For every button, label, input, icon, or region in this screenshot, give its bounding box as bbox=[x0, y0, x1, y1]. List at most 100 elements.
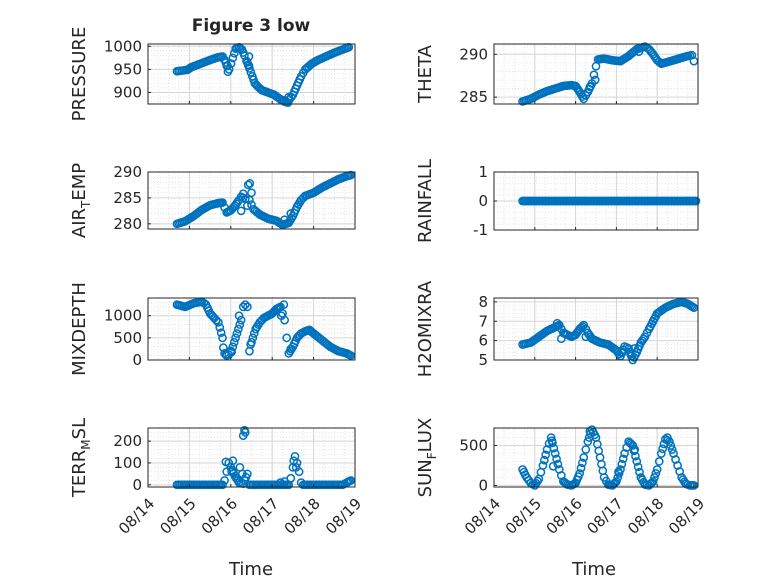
data-point bbox=[235, 320, 245, 329]
data-point bbox=[246, 340, 256, 349]
data-point bbox=[648, 477, 658, 486]
plot-area bbox=[148, 428, 355, 487]
data-point bbox=[658, 444, 667, 454]
x-axis-label-left: Time bbox=[228, 559, 273, 580]
data-point bbox=[547, 436, 557, 446]
data-point bbox=[280, 215, 289, 225]
data-point bbox=[218, 480, 227, 490]
data-point bbox=[624, 344, 633, 353]
data-point bbox=[282, 333, 292, 343]
data-point bbox=[240, 51, 249, 60]
data-point bbox=[243, 469, 252, 479]
data-point bbox=[223, 67, 233, 77]
y-tick-label: 0 bbox=[132, 351, 142, 369]
subplot-2: 285 290 THETA bbox=[415, 42, 699, 106]
data-point bbox=[238, 193, 248, 203]
subplot-4: -1 0 1 RAINFALL bbox=[415, 159, 701, 243]
y-tick-label: 5 bbox=[478, 351, 488, 369]
y-axis-label: PRESSURE bbox=[69, 27, 90, 122]
y-axis-label: AIRTEMP bbox=[69, 163, 93, 238]
data-point bbox=[218, 198, 227, 207]
data-point bbox=[633, 462, 643, 472]
data-point bbox=[243, 302, 252, 312]
data-point bbox=[625, 438, 635, 448]
data-point bbox=[552, 318, 562, 328]
y-tick-label: 7 bbox=[478, 312, 488, 330]
data-point bbox=[618, 347, 627, 357]
data-point bbox=[585, 82, 595, 92]
data-point bbox=[618, 454, 628, 464]
y-tick-label: 285 bbox=[459, 88, 488, 106]
data-point bbox=[286, 344, 296, 354]
data-point bbox=[243, 180, 253, 190]
y-label-part: EMP bbox=[69, 163, 90, 201]
y-tick-label: 500 bbox=[113, 329, 142, 347]
y-axis-label: SUNFLUX bbox=[415, 418, 439, 498]
y-tick-label: 8 bbox=[478, 293, 488, 311]
y-axis-label: H2OMIXRA bbox=[415, 280, 436, 377]
data-point bbox=[609, 479, 619, 489]
data-point bbox=[663, 433, 672, 442]
y-tick-label: 0 bbox=[132, 476, 142, 494]
data-point bbox=[346, 351, 356, 360]
data-point bbox=[226, 59, 236, 68]
y-tick-label: 290 bbox=[459, 45, 488, 63]
data-point bbox=[576, 463, 586, 473]
data-point bbox=[538, 461, 548, 470]
y-label-subscript: M bbox=[79, 439, 93, 449]
data-point bbox=[651, 469, 661, 478]
data-point bbox=[691, 196, 701, 206]
y-label-subscript: T bbox=[79, 200, 93, 209]
y-label-part: LUX bbox=[415, 418, 436, 453]
subplot-5: 0 500 1000 MIXDEPTH bbox=[69, 282, 356, 376]
data-point bbox=[244, 52, 254, 61]
data-point bbox=[222, 61, 232, 71]
y-tick-label: 500 bbox=[459, 437, 488, 455]
data-point bbox=[234, 324, 243, 334]
data-point bbox=[238, 189, 248, 199]
data-point bbox=[656, 449, 666, 458]
axes-box bbox=[493, 43, 699, 105]
y-tick-label: 6 bbox=[478, 332, 488, 350]
data-point bbox=[279, 300, 289, 309]
data-point bbox=[227, 467, 236, 477]
data-point bbox=[579, 453, 589, 462]
data-point bbox=[220, 476, 229, 485]
data-point bbox=[630, 344, 640, 353]
data-point bbox=[232, 329, 242, 338]
data-point bbox=[240, 425, 249, 435]
y-label-part: TERR bbox=[69, 450, 90, 498]
data-point bbox=[548, 461, 558, 471]
data-point bbox=[218, 333, 227, 343]
subplot-6: 56 78 H2OMIXRA bbox=[415, 280, 699, 377]
y-label-part: SL bbox=[69, 418, 90, 439]
data-point bbox=[616, 465, 625, 474]
data-point bbox=[578, 458, 587, 468]
data-point bbox=[236, 206, 246, 216]
data-point bbox=[626, 349, 636, 359]
data-point bbox=[234, 311, 244, 321]
data-point bbox=[617, 459, 627, 469]
data-point bbox=[590, 75, 600, 85]
data-point bbox=[666, 441, 676, 450]
y-tick-label: 0 bbox=[478, 192, 488, 210]
y-axis-label: RAINFALL bbox=[415, 159, 436, 243]
y-axis-label: TERRMSL bbox=[69, 418, 93, 498]
x-axis-label-right: Time bbox=[571, 559, 616, 580]
axes-box bbox=[493, 427, 699, 488]
data-point bbox=[238, 302, 248, 312]
axes-box bbox=[147, 171, 356, 230]
data-point bbox=[552, 454, 561, 464]
data-point bbox=[236, 315, 246, 325]
data-point bbox=[589, 70, 599, 80]
data-point bbox=[243, 201, 252, 211]
data-point bbox=[240, 300, 250, 309]
y-axis-label: MIXDEPTH bbox=[69, 282, 90, 376]
data-point bbox=[232, 473, 242, 483]
data-point bbox=[247, 188, 256, 198]
subplot-1: 900 950 1000 PRESSURE bbox=[69, 27, 356, 122]
data-point bbox=[635, 467, 644, 477]
y-tick-label: 285 bbox=[113, 189, 142, 207]
data-point bbox=[553, 459, 563, 469]
